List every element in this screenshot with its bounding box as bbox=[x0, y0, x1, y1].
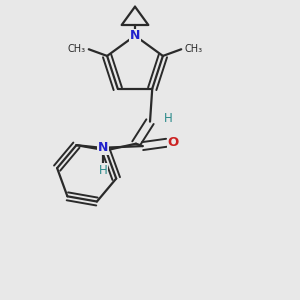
Text: CH₃: CH₃ bbox=[67, 44, 85, 54]
Text: N: N bbox=[130, 29, 140, 42]
Text: O: O bbox=[168, 136, 179, 149]
Text: H: H bbox=[164, 112, 173, 125]
Text: N: N bbox=[98, 141, 108, 154]
Text: CH₃: CH₃ bbox=[185, 44, 203, 54]
Text: H: H bbox=[99, 164, 107, 177]
